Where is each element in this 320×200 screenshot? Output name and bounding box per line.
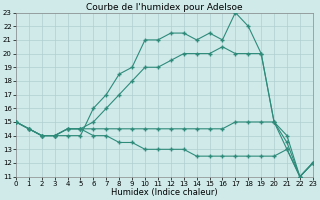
X-axis label: Humidex (Indice chaleur): Humidex (Indice chaleur) xyxy=(111,188,218,197)
Title: Courbe de l'humidex pour Adelsoe: Courbe de l'humidex pour Adelsoe xyxy=(86,3,243,12)
